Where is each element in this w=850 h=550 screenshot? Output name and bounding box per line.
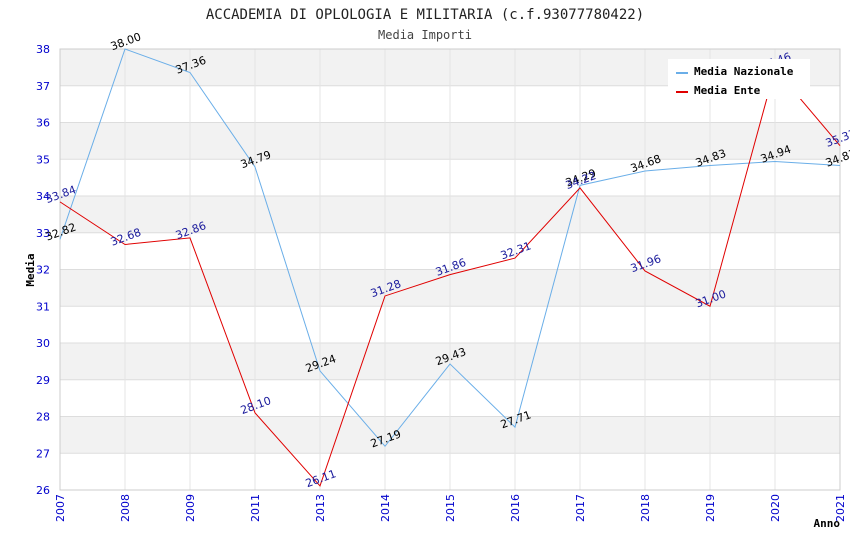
x-tick-label: 2017 [574,494,587,522]
y-tick-label: 29 [36,374,50,387]
y-tick-label: 31 [36,300,50,313]
y-tick-label: 30 [36,337,50,350]
x-tick-label: 2015 [444,494,457,522]
y-tick-label: 34 [36,190,50,203]
x-tick-label: 2021 [834,494,847,522]
x-axis-ticks: 2007 2008 2009 2011 2013 2014 2015 2016 2017 2018… [54,494,847,522]
x-tick-label: 2011 [249,494,262,522]
y-tick-label: 36 [36,117,50,130]
series-lines [59,48,841,487]
y-axis-ticks: 26 27 28 29 30 31 32 33 34 35 36 37 38 [36,43,50,497]
y-tick-label: 33 [36,227,50,240]
legend: Media Nazionale Media Ente [668,59,810,99]
chart-subtitle: Media Importi [378,28,472,42]
legend-label-media-ente: Media Ente [694,84,761,97]
y-tick-label: 37 [36,80,50,93]
legend-box [668,59,810,99]
legend-label-media-nazionale: Media Nazionale [694,65,794,78]
x-tick-label: 2013 [314,494,327,522]
x-tick-label: 2014 [379,494,392,522]
y-tick-label: 27 [36,447,50,460]
y-tick-label: 28 [36,411,50,424]
plot-area-border [59,48,841,491]
gridlines [59,48,841,491]
x-tick-label: 2016 [509,494,522,522]
series-line-media-nazionale [59,48,841,448]
x-axis-label: Anno [814,517,841,530]
y-tick-label: 35 [36,153,50,166]
x-tick-label: 2008 [119,494,132,522]
y-tick-label: 38 [36,43,50,56]
y-tick-label: 32 [36,264,50,277]
x-tick-label: 2020 [769,494,782,522]
series-line-media-ente [59,67,841,487]
x-tick-label: 2019 [704,494,717,522]
x-tick-label: 2009 [184,494,197,522]
chart-title: ACCADEMIA DI OPLOLOGIA E MILITARIA (c.f.… [206,7,644,23]
x-tick-label: 2007 [54,494,67,522]
y-tick-label: 26 [36,484,50,497]
y-axis-label: Media [24,253,37,286]
x-tick-label: 2018 [639,494,652,522]
